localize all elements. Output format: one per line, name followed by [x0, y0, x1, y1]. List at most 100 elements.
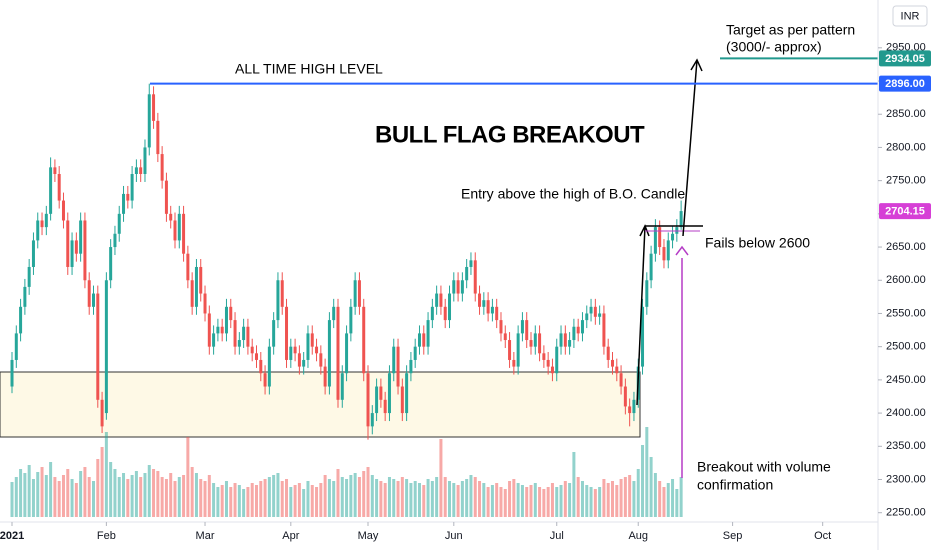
volume-bar	[139, 477, 143, 517]
volume-bar	[113, 469, 117, 517]
candle-body	[606, 346, 610, 360]
volume-bar	[632, 481, 636, 517]
volume-bar	[396, 481, 400, 517]
candle-body	[486, 300, 490, 314]
volume-bar	[589, 487, 593, 517]
candle-body	[413, 346, 417, 360]
candle-body	[96, 293, 100, 400]
volume-bar	[44, 475, 48, 517]
candle-body	[66, 220, 70, 267]
volume-bar	[104, 432, 108, 517]
volume-bar	[653, 473, 657, 517]
candle-body	[297, 353, 301, 367]
candle-body	[426, 320, 430, 347]
x-tick-label: May	[358, 530, 379, 542]
candle-body	[160, 154, 164, 181]
volume-bar	[212, 483, 216, 517]
annotation: Breakout with volume	[697, 459, 831, 475]
volume-bar	[332, 481, 336, 517]
volume-bar	[671, 479, 675, 517]
candle-body	[44, 213, 48, 228]
candle-body	[319, 353, 323, 367]
support-zone-box	[0, 371, 641, 438]
volume-bar	[134, 471, 138, 517]
target-arrow	[682, 58, 703, 237]
candle-body	[460, 280, 464, 294]
candle-body	[435, 293, 439, 307]
candle-body	[482, 300, 486, 307]
volume-bar	[353, 473, 357, 517]
price-badge-label: 2704.15	[885, 205, 925, 217]
price-badge-label: 2934.05	[885, 53, 925, 65]
volume-bar	[87, 477, 91, 517]
candle-body	[113, 233, 117, 248]
candle-body	[177, 213, 181, 241]
candle-body	[396, 346, 400, 387]
candle-body	[152, 94, 156, 121]
candle-body	[370, 413, 374, 427]
candle-body	[641, 306, 645, 367]
candle-body	[14, 333, 18, 360]
x-tick-label: Oct	[814, 530, 831, 542]
candle-body	[671, 233, 675, 241]
volume-bar	[375, 479, 379, 517]
volume-bar	[512, 479, 516, 517]
volume-bar	[555, 487, 559, 517]
volume-bar	[422, 485, 426, 517]
candle-body	[267, 346, 271, 387]
candle-body	[559, 333, 563, 347]
candle-body	[516, 333, 520, 367]
volume-bar	[10, 482, 14, 517]
volume-bar	[516, 483, 520, 517]
volume-bar	[473, 477, 477, 517]
volume-bar	[57, 481, 61, 517]
y-tick-label: 2500.00	[886, 341, 926, 353]
volume-bar	[568, 483, 572, 517]
volume-bar	[336, 469, 340, 517]
candle-body	[538, 333, 542, 354]
volume-bar	[246, 487, 250, 517]
volume-bar	[649, 457, 653, 517]
candle-body	[74, 240, 78, 254]
candle-body	[254, 353, 258, 360]
candle-body	[36, 220, 40, 241]
x-tick-label: 2021	[0, 530, 24, 542]
candle-body	[362, 306, 366, 374]
volume-bar	[482, 483, 486, 517]
candle-body	[92, 293, 96, 307]
volume-bar	[233, 483, 237, 517]
volume-bar	[409, 483, 413, 517]
volume-bar	[310, 485, 314, 517]
candle-body	[49, 167, 53, 214]
x-tick-label: Mar	[196, 530, 215, 542]
y-tick-label: 2650.00	[886, 241, 926, 253]
x-tick-label: Aug	[628, 530, 648, 542]
volume-bar	[83, 467, 87, 517]
candle-body	[224, 306, 228, 334]
volume-bar	[199, 479, 203, 517]
candle-body	[469, 260, 473, 267]
candle-body	[134, 167, 138, 174]
annotation: Entry above the high of B.O. Candle	[461, 186, 685, 202]
volume-bar	[267, 477, 271, 517]
candle-body	[520, 320, 524, 334]
candle-body	[336, 306, 340, 400]
volume-bar	[280, 481, 284, 517]
volume-bar	[495, 483, 499, 517]
candle-body	[572, 326, 576, 341]
volume-bar	[392, 479, 396, 517]
volume-bar	[92, 481, 96, 517]
candle-body	[478, 293, 482, 307]
candle-body	[495, 306, 499, 321]
volume-bar	[74, 483, 78, 517]
x-tick-label: Jul	[550, 530, 564, 542]
volume-bar	[53, 477, 57, 517]
volume-bar	[177, 477, 181, 517]
y-tick-label: 2800.00	[886, 141, 926, 153]
candle-body	[61, 200, 65, 221]
candle-body	[143, 147, 147, 174]
y-tick-label: 2350.00	[886, 440, 926, 452]
currency-badge[interactable]	[892, 5, 928, 27]
y-tick-label: 2550.00	[886, 307, 926, 319]
annotation: ALL TIME HIGH LEVEL	[235, 61, 383, 77]
